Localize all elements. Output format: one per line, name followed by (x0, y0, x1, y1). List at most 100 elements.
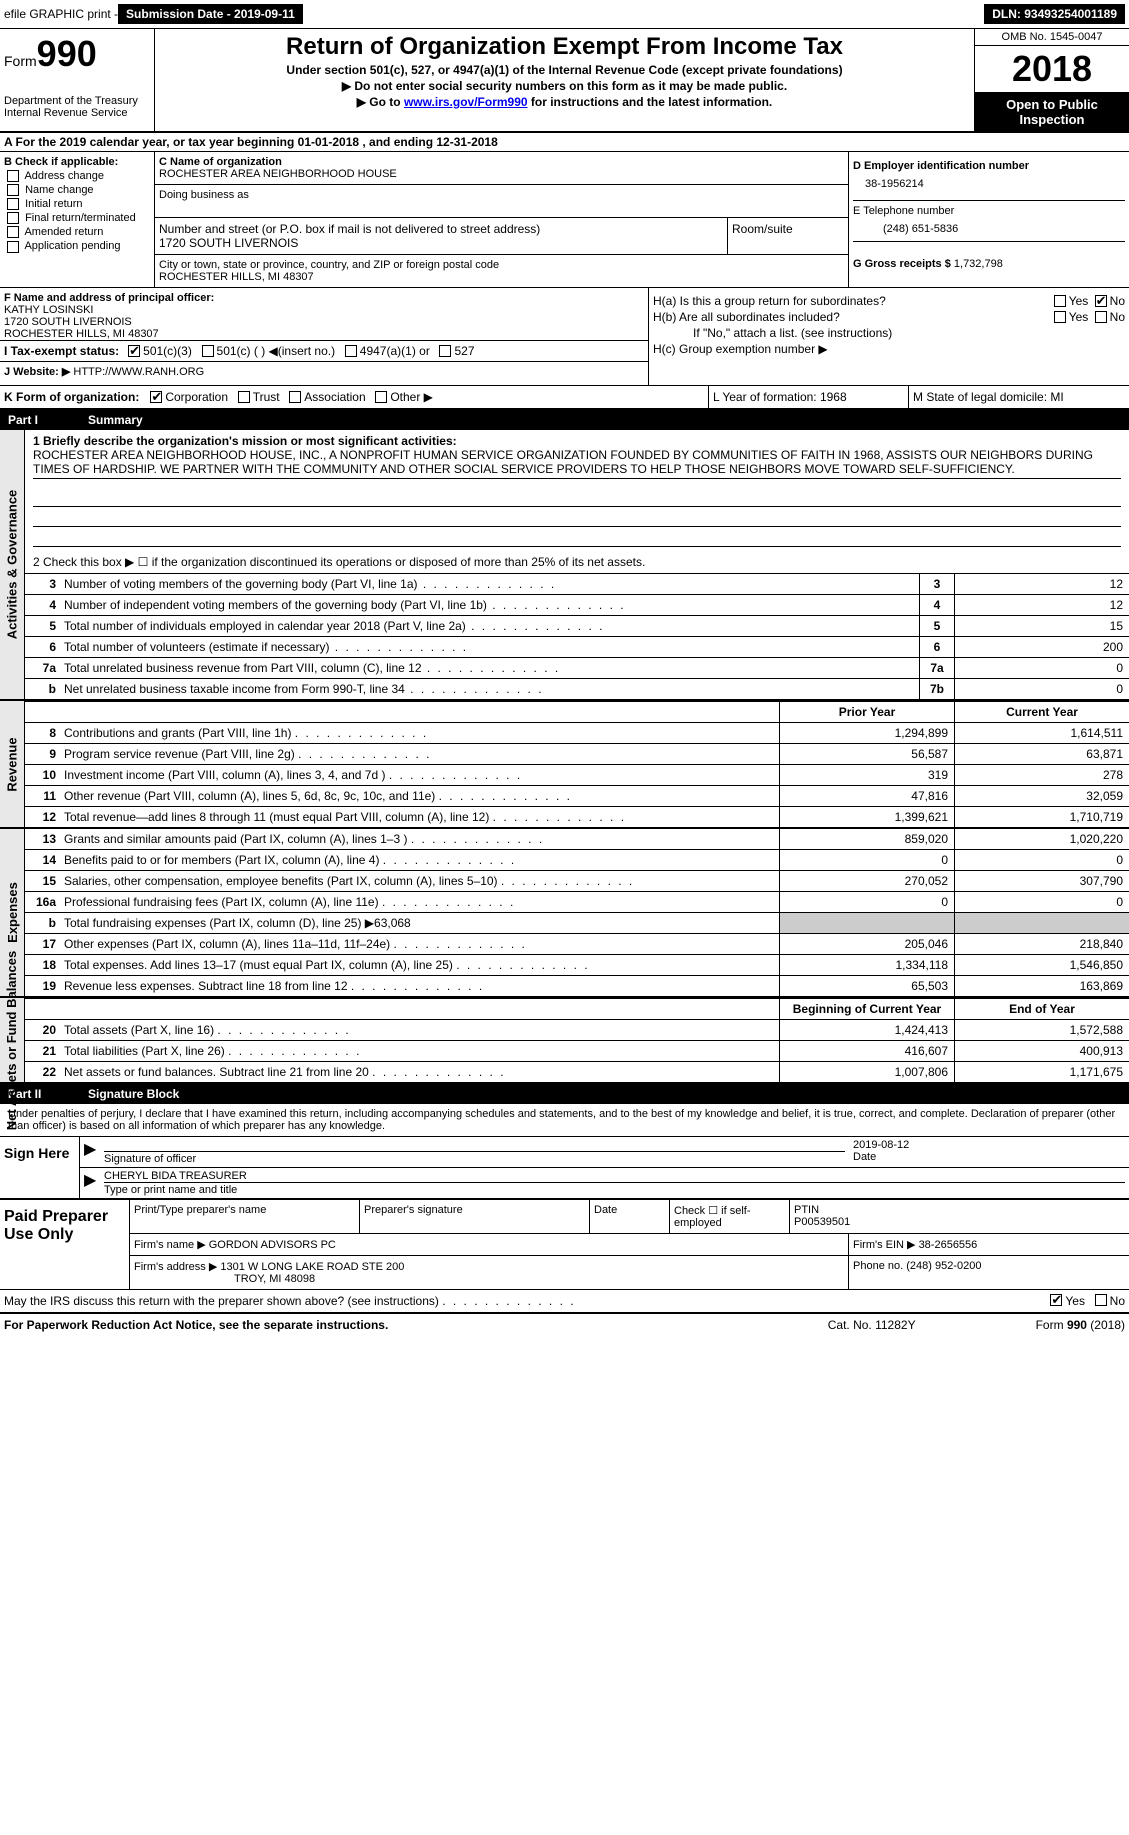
section-b: B Check if applicable: Address change Na… (0, 152, 155, 287)
side-net-assets: Net Assets or Fund Balances (0, 998, 25, 1082)
dln-button[interactable]: DLN: 93493254001189 (984, 4, 1125, 24)
open-inspection: Open to Public Inspection (975, 93, 1129, 131)
street-label: Number and street (or P.O. box if mail i… (159, 222, 723, 236)
hc-row: H(c) Group exemption number ▶ (653, 342, 1125, 356)
ptin-label: PTIN (794, 1204, 1125, 1216)
table-row: 22Net assets or fund balances. Subtract … (25, 1061, 1129, 1082)
table-row: bNet unrelated business taxable income f… (25, 678, 1129, 699)
top-bar: efile GRAPHIC print - Submission Date - … (0, 0, 1129, 29)
firm-addr2: TROY, MI 48098 (134, 1273, 844, 1285)
current-year-header: Current Year (954, 702, 1129, 722)
hb-label: H(b) Are all subordinates included? (653, 310, 1051, 324)
check-other[interactable] (375, 391, 387, 403)
form-title: Return of Organization Exempt From Incom… (159, 33, 970, 61)
officer-addr1: 1720 SOUTH LIVERNOIS (4, 316, 644, 328)
check-association[interactable] (289, 391, 301, 403)
discuss-yes[interactable] (1050, 1294, 1062, 1306)
ein-cell: D Employer identification number 38-1956… (853, 156, 1125, 201)
subtitle-1: Under section 501(c), 527, or 4947(a)(1)… (159, 63, 970, 77)
hb-row: H(b) Are all subordinates included? Yes … (653, 310, 1125, 324)
gross-receipts-cell: G Gross receipts $ 1,732,798 (853, 242, 1125, 274)
sign-here-block: Sign Here ▶ Signature of officer 2019-08… (0, 1137, 1129, 1200)
check-4947[interactable] (345, 345, 357, 357)
row-k: K Form of organization: Corporation Trus… (0, 386, 709, 408)
check-name-change[interactable]: Name change (4, 184, 150, 196)
irs-label: Internal Revenue Service (4, 107, 150, 119)
penalty-text: Under penalties of perjury, I declare th… (0, 1104, 1129, 1137)
table-row: 3Number of voting members of the governi… (25, 573, 1129, 594)
sig-name-title: CHERYL BIDA TREASURER (104, 1170, 1125, 1182)
subtitle-3: ▶ Go to www.irs.gov/Form990 for instruct… (159, 95, 970, 109)
firm-addr-cell: Firm's address ▶ 1301 W LONG LAKE ROAD S… (130, 1256, 849, 1289)
row-i: I Tax-exempt status: 501(c)(3) 501(c) ( … (0, 340, 648, 362)
form-word: Form (4, 53, 37, 69)
begin-year-header: Beginning of Current Year (779, 999, 954, 1019)
ha-yes[interactable] (1054, 295, 1066, 307)
opt-other: Other ▶ (390, 390, 433, 404)
discuss-no[interactable] (1095, 1294, 1107, 1306)
dba-label: Doing business as (159, 189, 844, 201)
row-klm: K Form of organization: Corporation Trus… (0, 386, 1129, 410)
check-initial-return[interactable]: Initial return (4, 198, 150, 210)
header-right: OMB No. 1545-0047 2018 Open to Public In… (974, 29, 1129, 131)
preparer-label: Paid Preparer Use Only (0, 1200, 130, 1289)
instructions-link[interactable]: www.irs.gov/Form990 (404, 95, 528, 109)
gross-value: 1,732,798 (954, 258, 1003, 270)
ptin-value: P00539501 (794, 1216, 1125, 1228)
phone-cell: E Telephone number (248) 651-5836 (853, 201, 1125, 242)
check-application-pending[interactable]: Application pending (4, 240, 150, 252)
officer-name: KATHY LOSINSKI (4, 304, 644, 316)
part1-num: Part I (8, 413, 88, 427)
q1-text: ROCHESTER AREA NEIGHBORHOOD HOUSE, INC.,… (33, 448, 1121, 479)
header-left: Form990 Department of the Treasury Inter… (0, 29, 155, 131)
dba-cell: Doing business as (155, 185, 848, 218)
form-number: 990 (37, 33, 97, 74)
expenses-section: Expenses 13Grants and similar amounts pa… (0, 829, 1129, 998)
submission-date-button[interactable]: Submission Date - 2019-09-11 (118, 4, 303, 24)
officer-addr2: ROCHESTER HILLS, MI 48307 (4, 328, 644, 340)
arrow-icon: ▶ (84, 1170, 104, 1196)
hb-yes[interactable] (1054, 311, 1066, 323)
firm-ein-label: Firm's EIN ▶ (853, 1239, 919, 1251)
goto-prefix: ▶ Go to (357, 95, 404, 109)
org-name-cell: C Name of organization ROCHESTER AREA NE… (155, 152, 848, 185)
ha-row: H(a) Is this a group return for subordin… (653, 294, 1125, 308)
section-h: H(a) Is this a group return for subordin… (649, 288, 1129, 385)
discuss-text: May the IRS discuss this return with the… (4, 1294, 1047, 1308)
hb-no[interactable] (1095, 311, 1107, 323)
preparer-block: Paid Preparer Use Only Print/Type prepar… (0, 1200, 1129, 1290)
prep-self-emp: Check ☐ if self-employed (670, 1200, 790, 1233)
check-amended-return[interactable]: Amended return (4, 226, 150, 238)
dept-treasury: Department of the Treasury (4, 95, 150, 107)
check-final-return[interactable]: Final return/terminated (4, 212, 150, 224)
opt-501c3: 501(c)(3) (143, 344, 192, 358)
year-formation: L Year of formation: 1968 (709, 386, 909, 408)
check-501c[interactable] (202, 345, 214, 357)
row-fh: F Name and address of principal officer:… (0, 288, 1129, 386)
opt-association: Association (304, 390, 365, 404)
table-row: 17Other expenses (Part IX, column (A), l… (25, 933, 1129, 954)
firm-ein-cell: Firm's EIN ▶ 38-2656556 (849, 1234, 1129, 1255)
sig-date-value: 2019-08-12 (853, 1139, 1125, 1151)
room-suite-label: Room/suite (728, 218, 848, 254)
firm-name-cell: Firm's name ▶ GORDON ADVISORS PC (130, 1234, 849, 1255)
part1-title: Summary (88, 413, 143, 427)
arrow-icon: ▶ (84, 1139, 104, 1165)
check-address-change[interactable]: Address change (4, 170, 150, 182)
check-501c3[interactable] (128, 345, 140, 357)
revenue-section: Revenue Prior Year Current Year 8Contrib… (0, 699, 1129, 829)
side-revenue: Revenue (0, 701, 25, 827)
street-row: Number and street (or P.O. box if mail i… (155, 218, 848, 255)
check-corporation[interactable] (150, 391, 162, 403)
check-trust[interactable] (238, 391, 250, 403)
paperwork-notice: For Paperwork Reduction Act Notice, see … (4, 1318, 828, 1332)
table-row: 20Total assets (Part X, line 16) 1,424,4… (25, 1019, 1129, 1040)
check-527[interactable] (439, 345, 451, 357)
subtitle-2: ▶ Do not enter social security numbers o… (159, 79, 970, 93)
goto-suffix: for instructions and the latest informat… (528, 95, 773, 109)
prep-sig-header: Preparer's signature (360, 1200, 590, 1233)
firm-name-label: Firm's name ▶ (134, 1239, 209, 1251)
table-row: 11Other revenue (Part VIII, column (A), … (25, 785, 1129, 806)
ha-no[interactable] (1095, 295, 1107, 307)
prep-ptin-cell: PTIN P00539501 (790, 1200, 1129, 1233)
